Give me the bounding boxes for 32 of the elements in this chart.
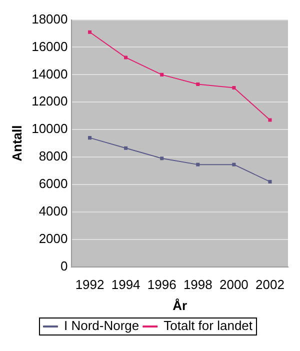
x-tick-label: 1992 [75,277,104,292]
legend-label: Totalt for landet [164,318,253,334]
y-axis-title: Antall [9,125,24,162]
y-tick-label: 12000 [32,94,68,109]
point [232,162,236,166]
y-tick-label: 4000 [38,203,68,218]
point [196,162,200,166]
x-tick-label: 1998 [183,277,212,292]
point [124,146,128,150]
y-tick-label: 6000 [38,176,68,192]
point [232,86,236,90]
point [160,72,164,76]
y-tick-label: 0 [60,258,68,274]
x-tick-label: 1996 [147,277,176,292]
point [268,180,272,184]
point [268,118,272,122]
point [88,136,92,140]
y-tick-label: 8000 [38,148,68,164]
x-tick-label: 2000 [219,277,248,292]
point [124,56,128,60]
y-tick-label: 14000 [32,66,68,82]
legend-label: I Nord-Norge [64,318,140,334]
x-tick-label: 2002 [256,277,284,292]
point [196,82,200,86]
x-tick-label: 1994 [111,277,140,292]
point [160,156,164,160]
y-tick-label: 2000 [38,230,68,246]
x-axis-title: År [172,298,188,313]
y-tick-label: 16000 [32,38,68,54]
point [88,30,92,34]
y-tick-label: 18000 [32,11,68,26]
y-tick-label: 10000 [32,121,68,136]
